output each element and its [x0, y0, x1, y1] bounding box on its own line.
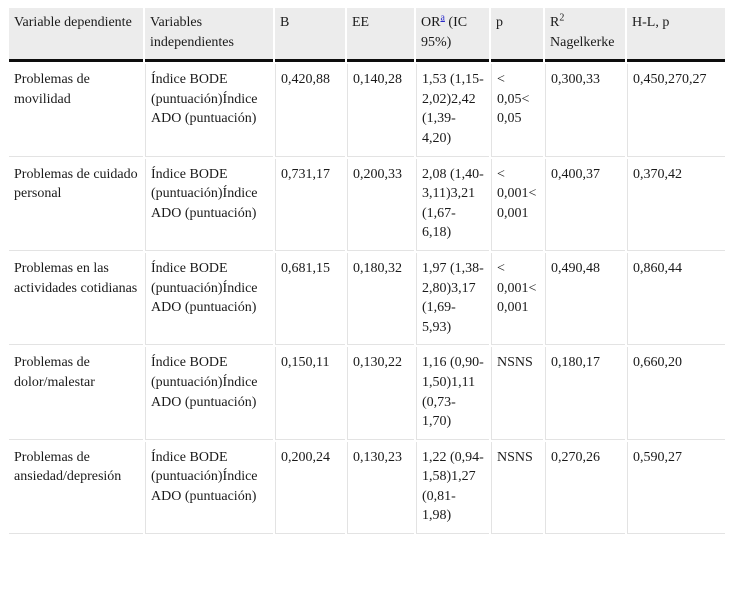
- cell-b: 0,731,17: [275, 158, 345, 251]
- cell-r2-nagelkerke: 0,180,17: [545, 347, 625, 440]
- cell-hl-p: 0,370,42: [627, 158, 725, 251]
- col-header-b: B: [275, 8, 345, 63]
- col-header-label: OR: [421, 15, 441, 30]
- col-header-label: B: [280, 15, 290, 30]
- cell-dependent-variable: Problemas de dolor/malestar: [9, 347, 143, 440]
- cell-ee: 0,200,33: [347, 158, 414, 251]
- cell-p: < 0,001< 0,001: [491, 252, 543, 346]
- cell-dependent-variable: Problemas de ansiedad/depresión: [9, 441, 143, 535]
- cell-dependent-variable: Problemas de movilidad: [9, 64, 143, 157]
- col-header-label: p: [496, 15, 503, 30]
- cell-p: < 0,001< 0,001: [491, 158, 543, 251]
- cell-or-ic95: 1,22 (0,94-1,58)1,27 (0,81-1,98): [416, 441, 489, 535]
- col-header-label: H-L, p: [632, 15, 670, 30]
- cell-p: NSNS: [491, 441, 543, 535]
- cell-ee: 0,130,23: [347, 441, 414, 535]
- cell-hl-p: 0,860,44: [627, 252, 725, 346]
- col-header-p: p: [491, 8, 543, 63]
- table-header-row: Variable dependiente Variables independi…: [9, 8, 725, 63]
- table-row: Problemas de ansiedad/depresión Índice B…: [9, 441, 725, 535]
- cell-or-ic95: 1,16 (0,90-1,50)1,11 (0,73-1,70): [416, 347, 489, 440]
- col-header-label: EE: [352, 15, 370, 30]
- cell-hl-p: 0,660,20: [627, 347, 725, 440]
- or-footnote-link[interactable]: a: [440, 12, 445, 24]
- col-header-r2-nagelkerke: R2 Nagelkerke: [545, 8, 625, 63]
- cell-r2-nagelkerke: 0,490,48: [545, 252, 625, 346]
- cell-r2-nagelkerke: 0,400,37: [545, 158, 625, 251]
- cell-p: < 0,05< 0,05: [491, 64, 543, 157]
- col-header-hl-p: H-L, p: [627, 8, 725, 63]
- cell-hl-p: 0,590,27: [627, 441, 725, 535]
- cell-p: NSNS: [491, 347, 543, 440]
- cell-independent-variables: Índice BODE (puntuación)Índice ADO (punt…: [145, 252, 273, 346]
- r2-superscript: 2: [559, 12, 565, 24]
- cell-independent-variables: Índice BODE (puntuación)Índice ADO (punt…: [145, 347, 273, 440]
- col-header-label: Variables independientes: [150, 15, 234, 50]
- table-row: Problemas en las actividades cotidianas …: [9, 252, 725, 346]
- table-row: Problemas de movilidad Índice BODE (punt…: [9, 64, 725, 157]
- cell-or-ic95: 2,08 (1,40-3,11)3,21 (1,67-6,18): [416, 158, 489, 251]
- cell-b: 0,420,88: [275, 64, 345, 157]
- col-header-label: R: [550, 15, 560, 30]
- cell-ee: 0,140,28: [347, 64, 414, 157]
- cell-or-ic95: 1,53 (1,15-2,02)2,42 (1,39-4,20): [416, 64, 489, 157]
- cell-r2-nagelkerke: 0,270,26: [545, 441, 625, 535]
- col-header-independent-variables: Variables independientes: [145, 8, 273, 63]
- cell-r2-nagelkerke: 0,300,33: [545, 64, 625, 157]
- cell-b: 0,681,15: [275, 252, 345, 346]
- col-header-or: ORa (IC 95%): [416, 8, 489, 63]
- col-header-label: (IC 95%): [421, 15, 468, 50]
- col-header-label: Nagelkerke: [550, 34, 615, 50]
- cell-dependent-variable: Problemas de cuidado personal: [9, 158, 143, 251]
- cell-dependent-variable: Problemas en las actividades cotidianas: [9, 252, 143, 346]
- col-header-dependent-variable: Variable dependiente: [9, 8, 143, 63]
- cell-b: 0,150,11: [275, 347, 345, 440]
- cell-ee: 0,180,32: [347, 252, 414, 346]
- table-row: Problemas de dolor/malestar Índice BODE …: [9, 347, 725, 440]
- cell-independent-variables: Índice BODE (puntuación)Índice ADO (punt…: [145, 441, 273, 535]
- table-row: Problemas de cuidado personal Índice BOD…: [9, 158, 725, 251]
- cell-ee: 0,130,22: [347, 347, 414, 440]
- col-header-ee: EE: [347, 8, 414, 63]
- cell-hl-p: 0,450,270,27: [627, 64, 725, 157]
- cell-independent-variables: Índice BODE (puntuación)Índice ADO (punt…: [145, 64, 273, 157]
- cell-or-ic95: 1,97 (1,38-2,80)3,17 (1,69-5,93): [416, 252, 489, 346]
- results-table: Variable dependiente Variables independi…: [7, 6, 727, 536]
- cell-b: 0,200,24: [275, 441, 345, 535]
- cell-independent-variables: Índice BODE (puntuación)Índice ADO (punt…: [145, 158, 273, 251]
- col-header-label: Variable dependiente: [14, 15, 132, 30]
